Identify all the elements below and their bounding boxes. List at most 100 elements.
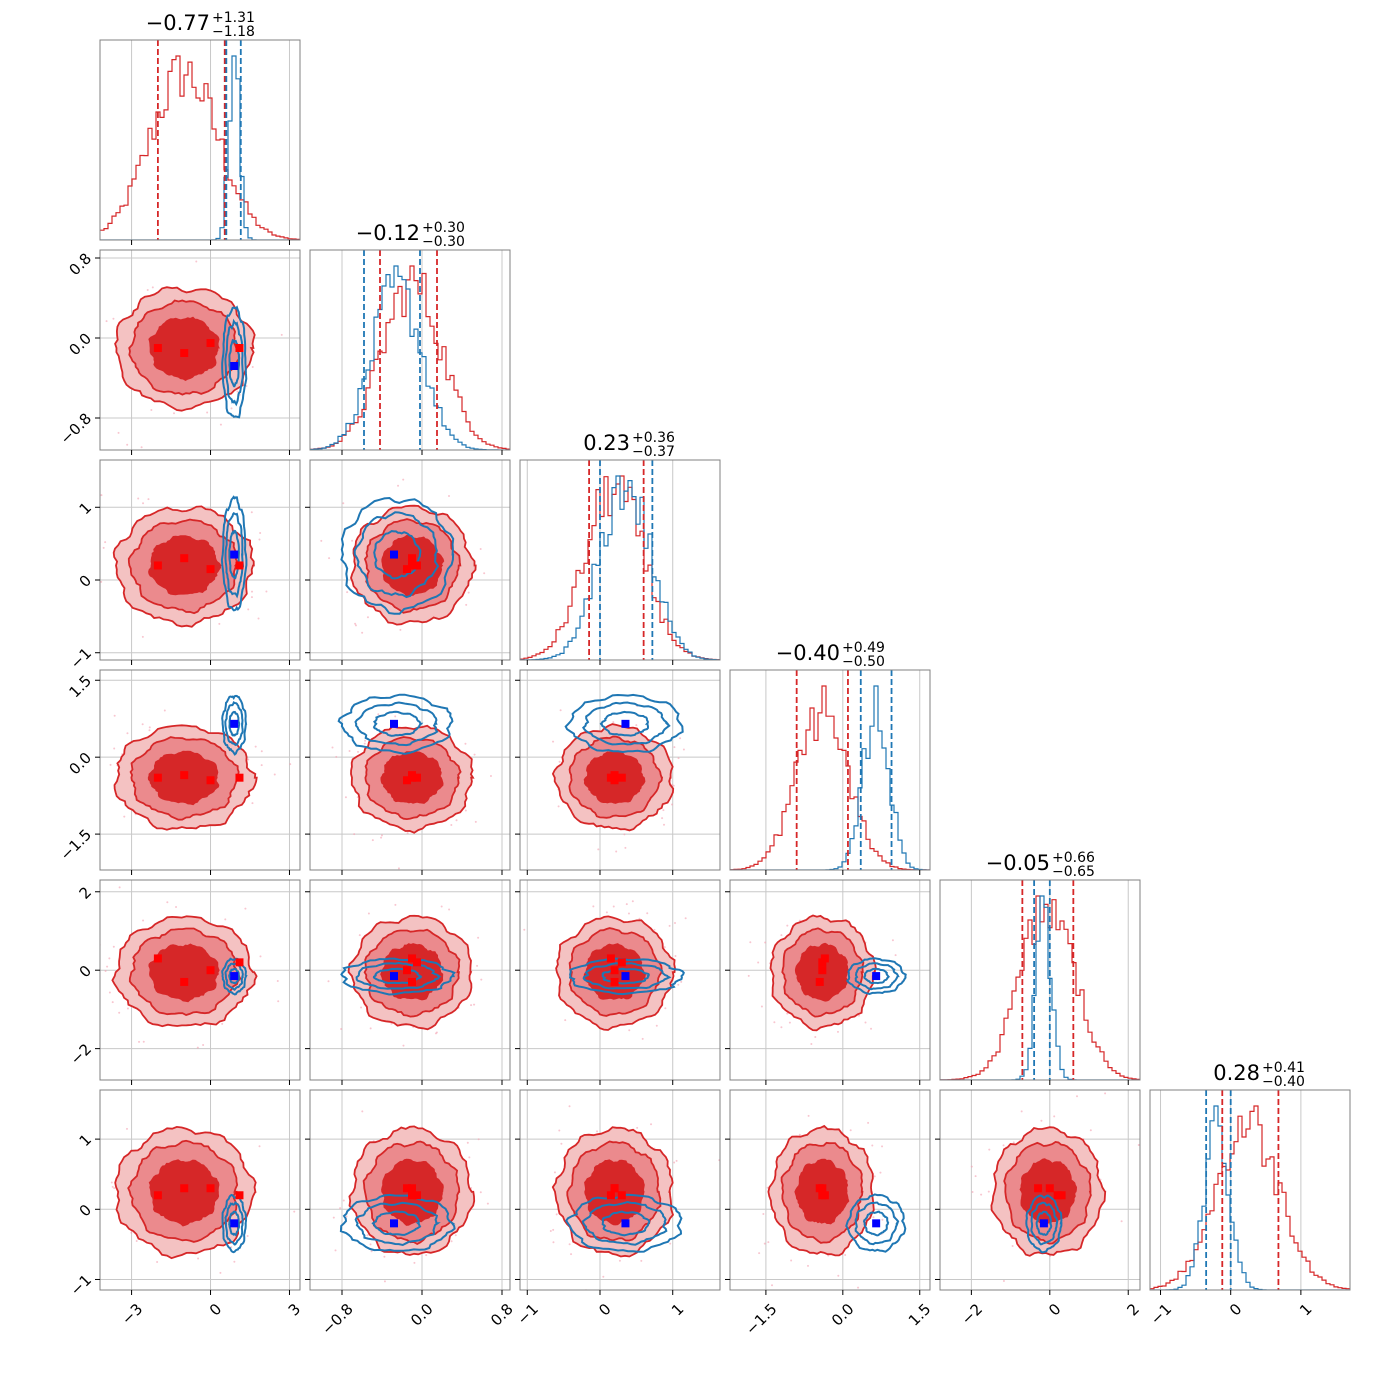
contour-series-b-0 (845, 957, 907, 995)
scatter-point (254, 745, 257, 748)
histogram-series-b (1150, 1105, 1350, 1290)
scatter-point (354, 622, 357, 625)
scatter-point (662, 809, 665, 812)
scatter-point (265, 590, 268, 593)
scatter-point (277, 1000, 280, 1003)
scatter-point (655, 1024, 658, 1027)
scatter-point (334, 1249, 337, 1252)
panel-frame (309, 459, 511, 661)
y-tick-label: 1 (76, 499, 95, 518)
panel-frame (939, 879, 1141, 1081)
scatter-point (764, 941, 767, 944)
scatter-point (195, 260, 198, 263)
panel-frame (519, 879, 721, 1081)
panel-content (100, 670, 300, 870)
scatter-point (141, 723, 144, 726)
panel-title-value: 0.23 (583, 431, 630, 455)
scatter-point (558, 760, 561, 763)
marker-series-b (390, 719, 398, 728)
panel-title-plus: +1.31 (212, 10, 255, 26)
scatter-point (130, 1231, 133, 1234)
contour-series-b-2 (228, 967, 241, 985)
scatter-point (568, 1105, 571, 1108)
panel-frame (99, 459, 301, 661)
scatter-point (757, 961, 760, 964)
panel-title-minus: −0.30 (422, 234, 465, 250)
scatter-point (108, 991, 111, 994)
scatter-point (592, 905, 595, 908)
scatter-point (111, 1185, 114, 1188)
scatter-point (483, 572, 486, 575)
scatter-point (276, 980, 279, 983)
marker-series-a (408, 773, 416, 782)
panel-0-0: −0.77 +1.31−1.18 (99, 10, 301, 245)
contour-series-b-2 (228, 529, 240, 580)
marker-series-a (617, 1191, 626, 1200)
scatter-point (148, 729, 151, 732)
contour-series-b-2 (228, 1210, 240, 1237)
scatter-point (173, 412, 176, 415)
marker-series-a (413, 1191, 421, 1200)
panel-content (100, 250, 300, 450)
scatter-point (1011, 1244, 1014, 1247)
scatter-point (623, 833, 626, 836)
scatter-point (176, 1084, 178, 1086)
scatter-point (163, 709, 166, 712)
scatter-point (844, 1253, 847, 1256)
scatter-point (553, 1171, 556, 1174)
scatter-point (339, 1207, 342, 1210)
scatter-point (118, 1011, 121, 1014)
scatter-point (156, 1261, 159, 1264)
panel-title-minus: −0.37 (632, 444, 675, 460)
panel-3-2 (515, 669, 721, 875)
scatter-point (480, 978, 483, 981)
marker-series-a (180, 771, 189, 780)
marker-series-a (180, 349, 189, 357)
scatter-point (780, 1026, 783, 1029)
contour-series-b-0 (340, 957, 456, 996)
scatter-point (790, 1259, 793, 1262)
panel-5-2: −1 0 1 (514, 1089, 721, 1328)
scatter-point (358, 934, 361, 937)
scatter-point (364, 739, 367, 742)
x-tick-label: 3 (285, 1300, 304, 1319)
scatter-point (142, 1040, 145, 1043)
scatter-point (112, 317, 115, 320)
histogram-series-b (940, 895, 1140, 1080)
panel-3-1 (305, 669, 511, 875)
contour-series-b-1 (1030, 1201, 1059, 1246)
marker-series-a (610, 966, 619, 975)
scatter-point (612, 905, 615, 908)
scatter-point (175, 906, 178, 909)
marker-series-a (206, 966, 215, 975)
marker-series-a (403, 565, 411, 574)
scatter-point (628, 1029, 631, 1032)
histogram-series-b (100, 55, 300, 240)
panel-frame (99, 249, 301, 451)
contour-series-b-1 (353, 511, 440, 599)
x-tick-label: −1 (1147, 1300, 1175, 1328)
scatter-point (1020, 1110, 1023, 1113)
y-tick-label: −1.5 (57, 826, 95, 864)
histogram-series-b (730, 685, 930, 870)
scatter-point (1076, 1095, 1079, 1098)
scatter-point (440, 905, 443, 908)
scatter-point (399, 628, 402, 631)
scatter-point (867, 1121, 870, 1124)
panel-frame (729, 669, 931, 871)
marker-series-a (408, 1191, 416, 1200)
scatter-point (760, 1005, 763, 1008)
marker-series-a (617, 773, 626, 782)
scatter-point (371, 839, 374, 842)
scatter-point (479, 1191, 482, 1194)
x-tick-label: 1 (1296, 1300, 1315, 1319)
histogram-series-b (520, 475, 720, 660)
scatter-point (247, 608, 250, 611)
scatter-point (810, 1042, 813, 1045)
contour-series-b-1 (354, 701, 439, 747)
scatter-point (758, 1252, 761, 1255)
panel-title-value: −0.05 (986, 851, 1050, 875)
scatter-point (987, 1190, 990, 1193)
panel-background (730, 670, 930, 870)
panel-content (310, 1090, 510, 1290)
